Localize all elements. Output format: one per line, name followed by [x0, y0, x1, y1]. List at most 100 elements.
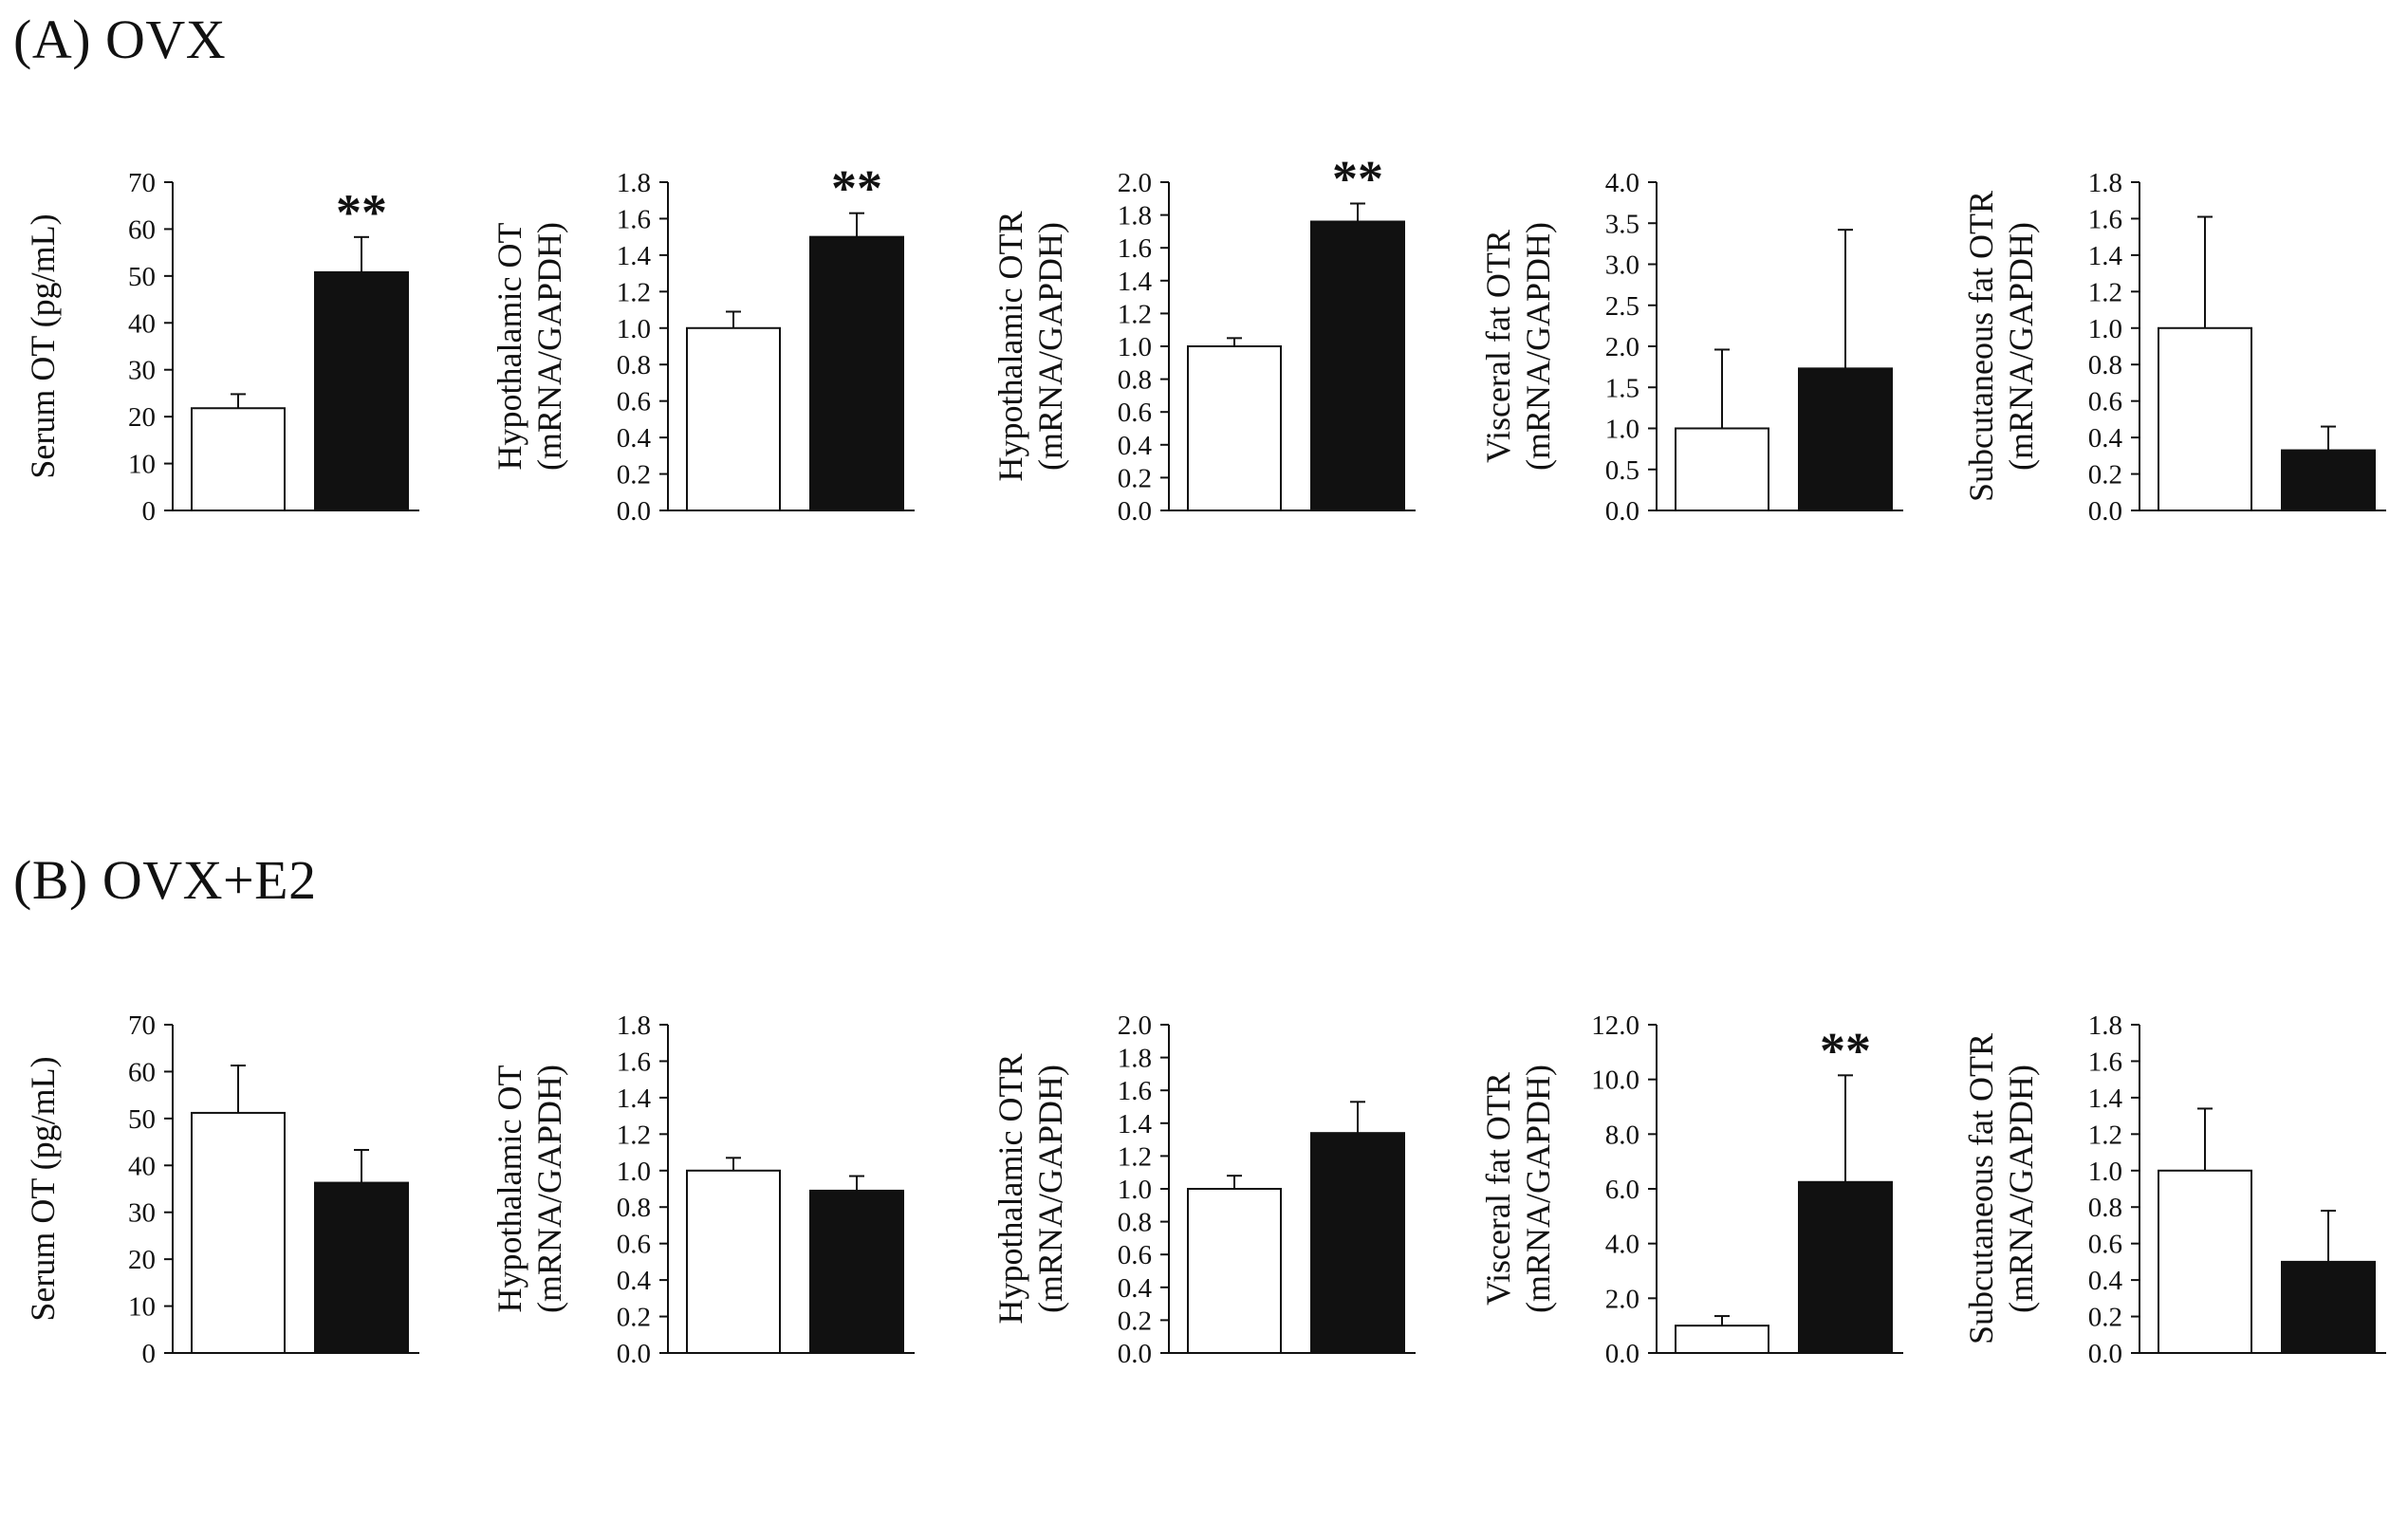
y-tick-label: 1.0	[1118, 332, 1152, 362]
y-tick-label: 0.8	[617, 1193, 651, 1223]
bar-control	[1187, 345, 1282, 511]
panel-b-title: (B) OVX+E2	[13, 849, 317, 911]
y-axis-title: Subcutaneous fat OTR (mRNA/GAPDH)	[1962, 191, 2040, 502]
y-tick-label: 10	[128, 450, 156, 480]
bar-control	[1675, 427, 1769, 511]
y-tick-label: 1.2	[617, 277, 651, 307]
bar-control	[2158, 1169, 2252, 1354]
y-tick-label: 0.0	[617, 1339, 651, 1369]
y-tick-label: 1.6	[2088, 204, 2122, 234]
y-tick-label: 1.8	[617, 1010, 651, 1041]
y-tick-label: 0.6	[2088, 387, 2122, 417]
bar-treated	[1798, 1180, 1893, 1354]
y-tick-label: 0.0	[1118, 1339, 1152, 1369]
significance-marker: **	[336, 184, 387, 241]
y-tick-label: 50	[128, 1104, 156, 1135]
y-axis-title-line: (mRNA/GAPDH)	[530, 222, 568, 471]
y-tick-label: 0.4	[2088, 1266, 2123, 1296]
y-tick-label: 2.0	[1605, 332, 1639, 362]
y-tick-label: 0.6	[2088, 1230, 2122, 1260]
bar-control	[1675, 1325, 1769, 1354]
y-axis-title: Hypothalamic OT (mRNA/GAPDH)	[491, 1065, 568, 1313]
chart-a-3: 0.00.20.40.60.81.01.21.41.61.82.0 Hypotha…	[991, 161, 1416, 527]
significance-marker: **	[831, 161, 882, 217]
y-axis-title-line: Subcutaneous fat OTR	[1962, 191, 2000, 502]
y-axis-title: Hypothalamic OTR (mRNA/GAPDH)	[991, 1054, 1069, 1325]
y-tick-label: 60	[128, 214, 156, 245]
y-tick-label: 10	[128, 1292, 156, 1323]
y-tick-label: 0.6	[1118, 398, 1152, 428]
y-tick-label: 0.8	[1118, 1208, 1152, 1238]
bar-treated	[1798, 367, 1893, 511]
y-axis-title: Serum OT (pg/mL)	[24, 1056, 62, 1321]
y-axis-title-line: Visceral fat OTR	[1479, 1072, 1517, 1306]
y-tick-label: 1.4	[617, 1084, 652, 1114]
y-tick-label: 1.4	[1118, 1109, 1153, 1140]
y-tick-label: 0.4	[1118, 431, 1153, 461]
y-tick-label: 0.2	[1118, 1306, 1152, 1336]
y-tick-label: 20	[128, 402, 156, 433]
y-tick-label: 0.0	[2088, 496, 2122, 527]
y-tick-label: 0.0	[1605, 496, 1639, 527]
y-tick-label: 1.2	[617, 1120, 651, 1150]
bar-control	[2158, 326, 2252, 511]
bar-treated	[1310, 1132, 1405, 1354]
y-tick-label: 70	[128, 168, 156, 198]
y-tick-label: 0.8	[2088, 1193, 2122, 1223]
y-tick-label: 2.0	[1118, 168, 1152, 198]
y-tick-label: 1.8	[2088, 1010, 2122, 1041]
y-tick-label: 2.0	[1118, 1010, 1152, 1041]
y-tick-label: 1.2	[2088, 277, 2122, 307]
y-tick-label: 0.2	[2088, 460, 2122, 491]
y-tick-label: 1.0	[1605, 415, 1639, 445]
y-tick-label: 40	[128, 308, 156, 339]
y-axis-title-line: Visceral fat OTR	[1479, 230, 1517, 463]
y-tick-label: 0.8	[2088, 350, 2122, 380]
y-tick-label: 0.2	[617, 1303, 651, 1333]
y-tick-label: 3.0	[1605, 250, 1639, 281]
y-tick-label: 0.6	[617, 387, 651, 417]
chart-a-5: 0.0 0.2 0.4 0.6 0.8 1.0 1.2 1.4 1.6 1.8 Subcutaneo…	[1962, 168, 2386, 527]
y-tick-label: 1.4	[2088, 241, 2123, 271]
y-tick-label: 10.0	[1591, 1065, 1639, 1096]
y-tick-label: 1.0	[2088, 314, 2122, 344]
y-tick-label: 3.5	[1605, 209, 1639, 239]
significance-marker: **	[1820, 1022, 1871, 1079]
y-axis-title-line: Subcutaneous fat OTR	[1962, 1033, 2000, 1344]
y-axis-title: Subcutaneous fat OTR (mRNA/GAPDH)	[1962, 1033, 2040, 1344]
y-axis-title: Visceral fat OTR (mRNA/GAPDH)	[1479, 1065, 1557, 1313]
y-tick-label: 1.6	[2088, 1047, 2122, 1077]
bar-treated	[314, 270, 409, 511]
y-axis-title-line: Hypothalamic OTR	[991, 1054, 1029, 1325]
y-tick-label: 0.4	[617, 423, 652, 454]
y-tick-label: 1.8	[617, 168, 651, 198]
y-tick-label: 20	[128, 1245, 156, 1275]
chart-b-5: 0.0 0.2 0.4 0.6 0.8 1.0 1.2 1.4 1.6 1.8 Subcutaneo…	[1962, 1010, 2386, 1369]
y-axis-title-line: Serum OT (pg/mL)	[24, 213, 62, 478]
chart-b-2: 0.0 0.2 0.4 0.6 0.8 1.0 1.2 1.4 1.6 1.8 Hypothalam…	[491, 1010, 915, 1369]
y-tick-label: 0.2	[617, 460, 651, 491]
y-tick-label: 1.8	[1118, 1044, 1152, 1074]
y-axis-title-line: Hypothalamic OTR	[991, 212, 1029, 482]
y-axis-title-line: (mRNA/GAPDH)	[1519, 222, 1557, 471]
y-tick-label: 0	[142, 1339, 157, 1369]
y-tick-label: 1.2	[1118, 299, 1152, 329]
y-tick-label: 1.0	[1118, 1175, 1152, 1205]
significance-marker: **	[1332, 161, 1383, 207]
y-tick-label: 0.2	[2088, 1303, 2122, 1333]
y-tick-label: 8.0	[1605, 1120, 1639, 1150]
y-tick-label: 50	[128, 262, 156, 292]
y-tick-label: 30	[128, 1198, 156, 1229]
bar-treated	[2281, 1260, 2376, 1354]
y-tick-label: 1.6	[617, 204, 651, 234]
y-tick-label: 1.8	[2088, 168, 2122, 198]
bar-control	[191, 1111, 286, 1354]
bar-control	[191, 407, 286, 512]
y-tick-label: 0.2	[1118, 463, 1152, 493]
y-tick-label: 1.6	[1118, 233, 1152, 264]
y-axis-title: Serum OT (pg/mL)	[24, 213, 62, 478]
chart-b-1: 0 10 20 30 40 50 60 70 Serum OT (pg/mL)	[24, 1010, 419, 1369]
y-axis-title-line: (mRNA/GAPDH)	[2002, 1065, 2040, 1313]
y-tick-label: 0.4	[1118, 1273, 1153, 1304]
y-tick-label: 2.5	[1605, 291, 1639, 322]
